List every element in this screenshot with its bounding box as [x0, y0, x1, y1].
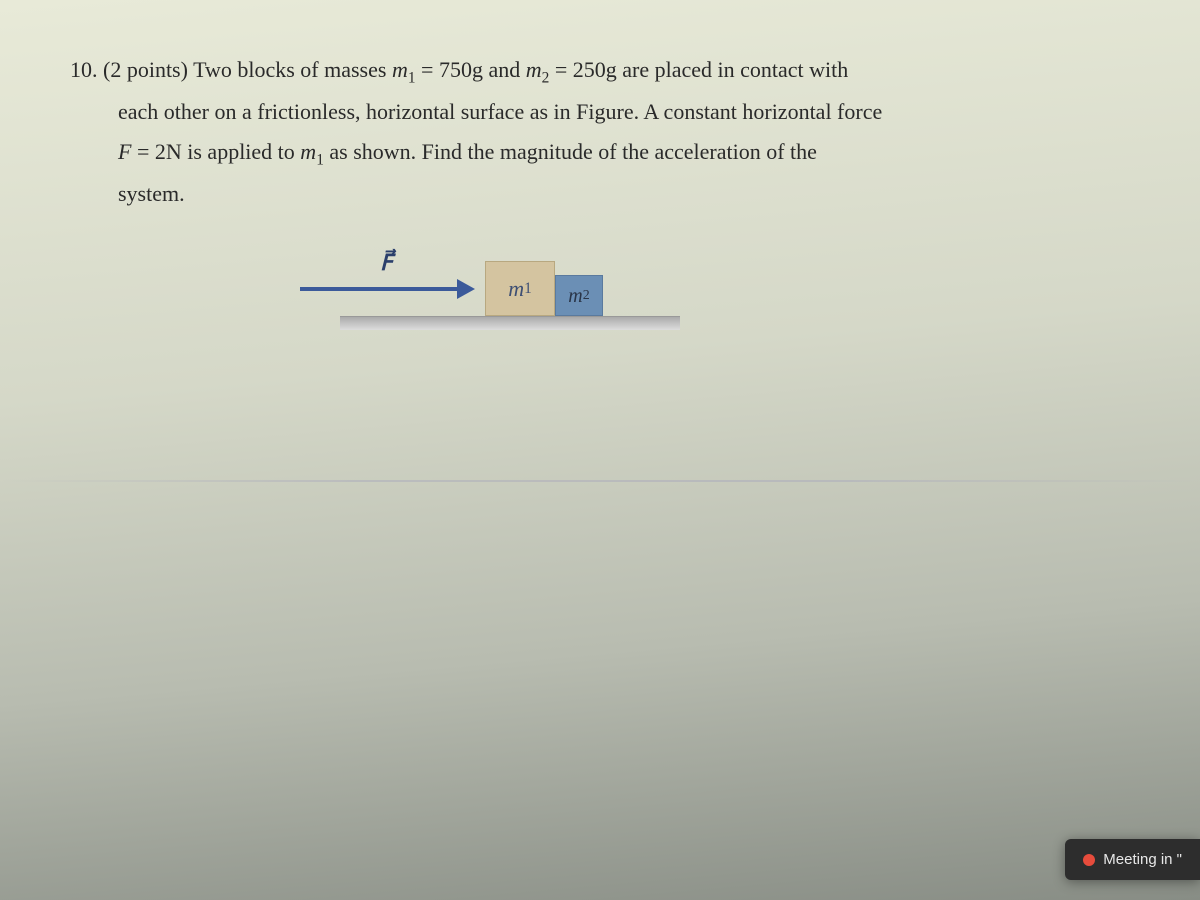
block1-sub: 1	[524, 275, 532, 303]
text-segment: is applied to	[182, 139, 301, 164]
math-m1-val: = 750g	[416, 57, 483, 82]
text-line4: system.	[70, 174, 1130, 214]
math-m1-var-2: m	[300, 139, 316, 164]
force-vector-label: F⃗	[380, 243, 393, 283]
text-line2: each other on a frictionless, horizontal…	[70, 92, 1130, 132]
meeting-notification[interactable]: Meeting in "	[1065, 839, 1200, 880]
text-segment: are placed in contact with	[617, 57, 849, 82]
problem-text: 10. (2 points) Two blocks of masses m1 =…	[70, 50, 1130, 213]
math-F-var: F	[118, 139, 131, 164]
math-m2-val: = 250g	[549, 57, 616, 82]
text-segment: and	[483, 57, 526, 82]
force-arrow	[300, 279, 475, 299]
recording-dot-icon	[1083, 854, 1095, 866]
math-m1-var: m	[392, 57, 408, 82]
block2-var: m	[568, 278, 582, 314]
arrow-head-icon	[457, 279, 475, 299]
text-segment: as shown. Find the magnitude of the acce…	[324, 139, 817, 164]
math-m1-sub: 1	[408, 69, 416, 86]
math-m2-var: m	[526, 57, 542, 82]
block-m2: m2	[555, 275, 603, 316]
block2-sub: 2	[583, 283, 590, 308]
text-line3: F = 2N is applied to m1 as shown. Find t…	[70, 132, 1130, 174]
problem-points: (2 points)	[103, 57, 188, 82]
notification-text: Meeting in "	[1103, 851, 1182, 868]
problem-page: 10. (2 points) Two blocks of masses m1 =…	[30, 30, 1170, 373]
math-m1-sub-2: 1	[316, 151, 324, 168]
page-divider	[0, 480, 1200, 482]
problem-number: 10.	[70, 57, 98, 82]
text-segment: Two blocks of masses	[193, 57, 392, 82]
arrow-line	[300, 287, 460, 291]
block-m1: m1	[485, 261, 555, 316]
physics-figure: F⃗ m1 m2	[300, 243, 700, 353]
math-F-val: = 2N	[131, 139, 181, 164]
block1-var: m	[508, 269, 524, 309]
surface-ground	[340, 316, 680, 330]
